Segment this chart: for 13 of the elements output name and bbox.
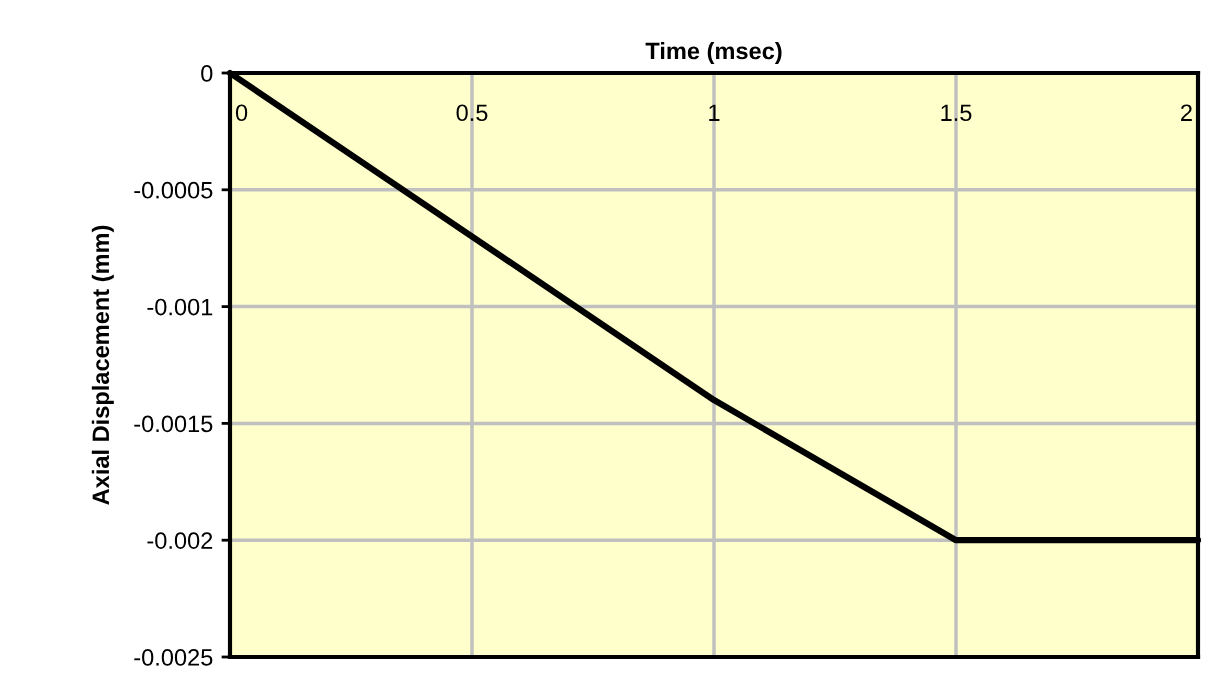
y-tick-label: -0.0025 [134, 649, 213, 666]
x-axis-title: Time (msec) [645, 42, 782, 65]
y-tick-label: -0.001 [147, 298, 213, 316]
y-tick-label: -0.0005 [134, 181, 213, 199]
x-tick-label: 2 [1181, 104, 1192, 121]
x-tick-label: 0.5 [456, 104, 488, 122]
y-tick-label: -0.002 [147, 532, 213, 549]
y-axis-title: Axial Displacement (mm) [91, 225, 114, 505]
y-tick-label: 0 [201, 65, 213, 82]
x-tick-label: 1 [709, 104, 720, 121]
x-tick-label: 0 [235, 104, 248, 122]
x-tick-label: 1.5 [941, 104, 972, 122]
y-tick-label: -0.0015 [134, 415, 213, 433]
